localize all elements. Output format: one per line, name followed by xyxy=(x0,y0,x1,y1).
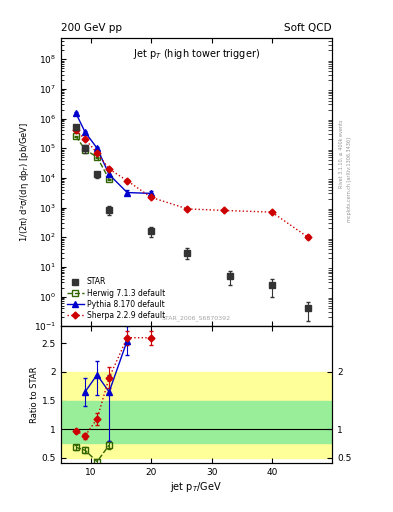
Y-axis label: Ratio to STAR: Ratio to STAR xyxy=(30,367,39,423)
Legend: STAR, Herwig 7.1.3 default, Pythia 8.170 default, Sherpa 2.2.9 default: STAR, Herwig 7.1.3 default, Pythia 8.170… xyxy=(65,275,167,323)
Bar xyxy=(61,400,332,443)
Y-axis label: 1/(2π) d²σ/(dη dp$_T$) [pb/GeV]: 1/(2π) d²σ/(dη dp$_T$) [pb/GeV] xyxy=(18,122,31,243)
Text: Soft QCD: Soft QCD xyxy=(285,23,332,33)
Bar xyxy=(61,372,332,458)
Text: 200 GeV pp: 200 GeV pp xyxy=(61,23,122,33)
X-axis label: jet p$_T$/GeV: jet p$_T$/GeV xyxy=(171,480,222,494)
Text: STAR_2006_S6870392: STAR_2006_S6870392 xyxy=(162,315,231,321)
Text: Jet p$_T$ (high tower trigger): Jet p$_T$ (high tower trigger) xyxy=(133,47,260,61)
Text: mcplots.cern.ch [arXiv:1306.3436]: mcplots.cern.ch [arXiv:1306.3436] xyxy=(347,137,352,222)
Text: Rivet 3.1.10, ≥ 400k events: Rivet 3.1.10, ≥ 400k events xyxy=(339,119,344,188)
